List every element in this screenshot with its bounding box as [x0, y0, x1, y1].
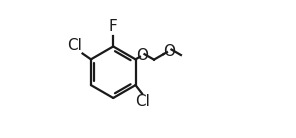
Text: O: O	[163, 44, 175, 59]
Text: F: F	[109, 19, 118, 34]
Text: O: O	[136, 48, 148, 63]
Text: Cl: Cl	[135, 94, 150, 109]
Text: Cl: Cl	[67, 38, 82, 53]
